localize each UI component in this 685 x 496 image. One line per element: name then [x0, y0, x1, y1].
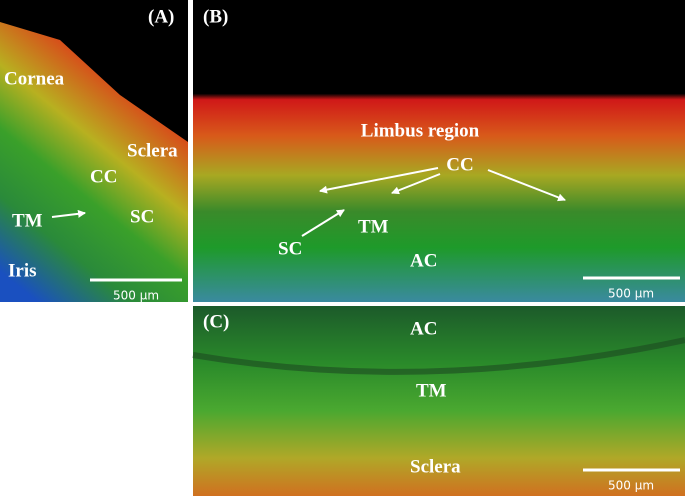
panel-label: (B)	[203, 6, 228, 27]
annotation: CC	[90, 166, 117, 187]
annotation: Sclera	[410, 456, 461, 477]
arrow	[319, 167, 439, 194]
arrow	[487, 169, 566, 202]
panel-label: (C)	[203, 311, 229, 332]
annotation: Cornea	[4, 68, 65, 89]
annotation: Iris	[8, 260, 37, 281]
annotation: AC	[410, 250, 437, 271]
annotation: TM	[416, 380, 447, 401]
panel-c: (C) AC TM Sclera 500 µm	[192, 306, 685, 496]
arrow	[391, 173, 441, 195]
oct-image	[193, 0, 685, 302]
background	[0, 0, 188, 142]
oct-image	[193, 306, 685, 496]
scale-bar-label: 500 µm	[113, 289, 159, 303]
layer-boundary	[192, 337, 685, 375]
annotation: SC	[278, 238, 302, 259]
annotation: CC	[446, 154, 473, 175]
annotation: TM	[358, 216, 389, 237]
arrow	[51, 209, 86, 218]
annotation: SC	[130, 206, 154, 227]
panel-label: (A)	[148, 6, 174, 27]
scale-bar-label: 500 µm	[608, 479, 654, 493]
annotation: Limbus region	[361, 120, 480, 141]
panel-a: (A) Cornea Sclera CC TM SC Iris 500 µm	[0, 0, 188, 303]
annotation: TM	[12, 210, 43, 231]
annotation: AC	[410, 318, 437, 339]
scale-bar-label: 500 µm	[608, 287, 654, 301]
arrow	[301, 209, 345, 237]
annotation: Sclera	[127, 140, 178, 161]
panel-b: (B) Limbus region CC SC TM AC 500 µm	[193, 0, 685, 302]
